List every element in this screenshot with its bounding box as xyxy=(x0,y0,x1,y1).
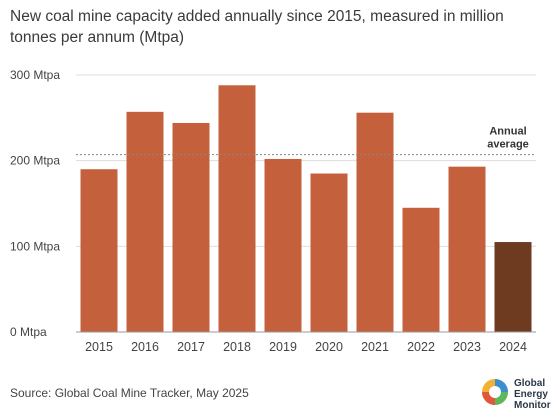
bar-2018 xyxy=(218,85,256,332)
bar-2015 xyxy=(80,169,118,332)
globe-icon xyxy=(482,379,508,405)
bar-2019 xyxy=(264,158,302,332)
bar-2021 xyxy=(356,112,394,333)
x-tick-label: 2021 xyxy=(361,340,389,354)
logo-line-2: Energy xyxy=(514,389,548,400)
y-tick-label: 300 Mtpa xyxy=(10,68,60,82)
logo-line-1: Global xyxy=(514,378,546,389)
y-tick-label: 0 Mtpa xyxy=(10,325,47,339)
bar-2020 xyxy=(310,173,348,332)
bar-2016 xyxy=(126,111,164,332)
global-energy-monitor-logo: Global Energy Monitor xyxy=(480,374,552,414)
bar-2017 xyxy=(172,122,210,333)
bar-2024 xyxy=(494,242,532,332)
bar-2022 xyxy=(402,207,440,332)
logo-text: Global Energy Monitor xyxy=(514,378,551,411)
average-label-line-2: average xyxy=(487,139,529,151)
bar-2023 xyxy=(448,166,486,332)
y-tick-label: 200 Mtpa xyxy=(10,154,60,168)
x-tick-label: 2017 xyxy=(177,340,205,354)
x-tick-label: 2019 xyxy=(269,340,297,354)
bars xyxy=(80,85,532,333)
x-tick-label: 2022 xyxy=(407,340,435,354)
x-tick-label: 2018 xyxy=(223,340,251,354)
x-tick-label: 2016 xyxy=(131,340,159,354)
x-tick-label: 2024 xyxy=(499,340,527,354)
x-tick-label: 2020 xyxy=(315,340,343,354)
y-tick-label: 100 Mtpa xyxy=(10,239,60,253)
x-tick-label: 2015 xyxy=(85,340,113,354)
chart-title: New coal mine capacity added annually si… xyxy=(10,8,504,46)
source-note: Source: Global Coal Mine Tracker, May 20… xyxy=(10,386,249,400)
x-tick-label: 2023 xyxy=(453,340,481,354)
axis-labels: 0 Mtpa 100 Mtpa 200 Mtpa 300 Mtpa 2015 2016 20… xyxy=(10,68,536,354)
average-label-line-1: Annual xyxy=(489,126,526,138)
logo-line-3: Monitor xyxy=(514,400,551,411)
